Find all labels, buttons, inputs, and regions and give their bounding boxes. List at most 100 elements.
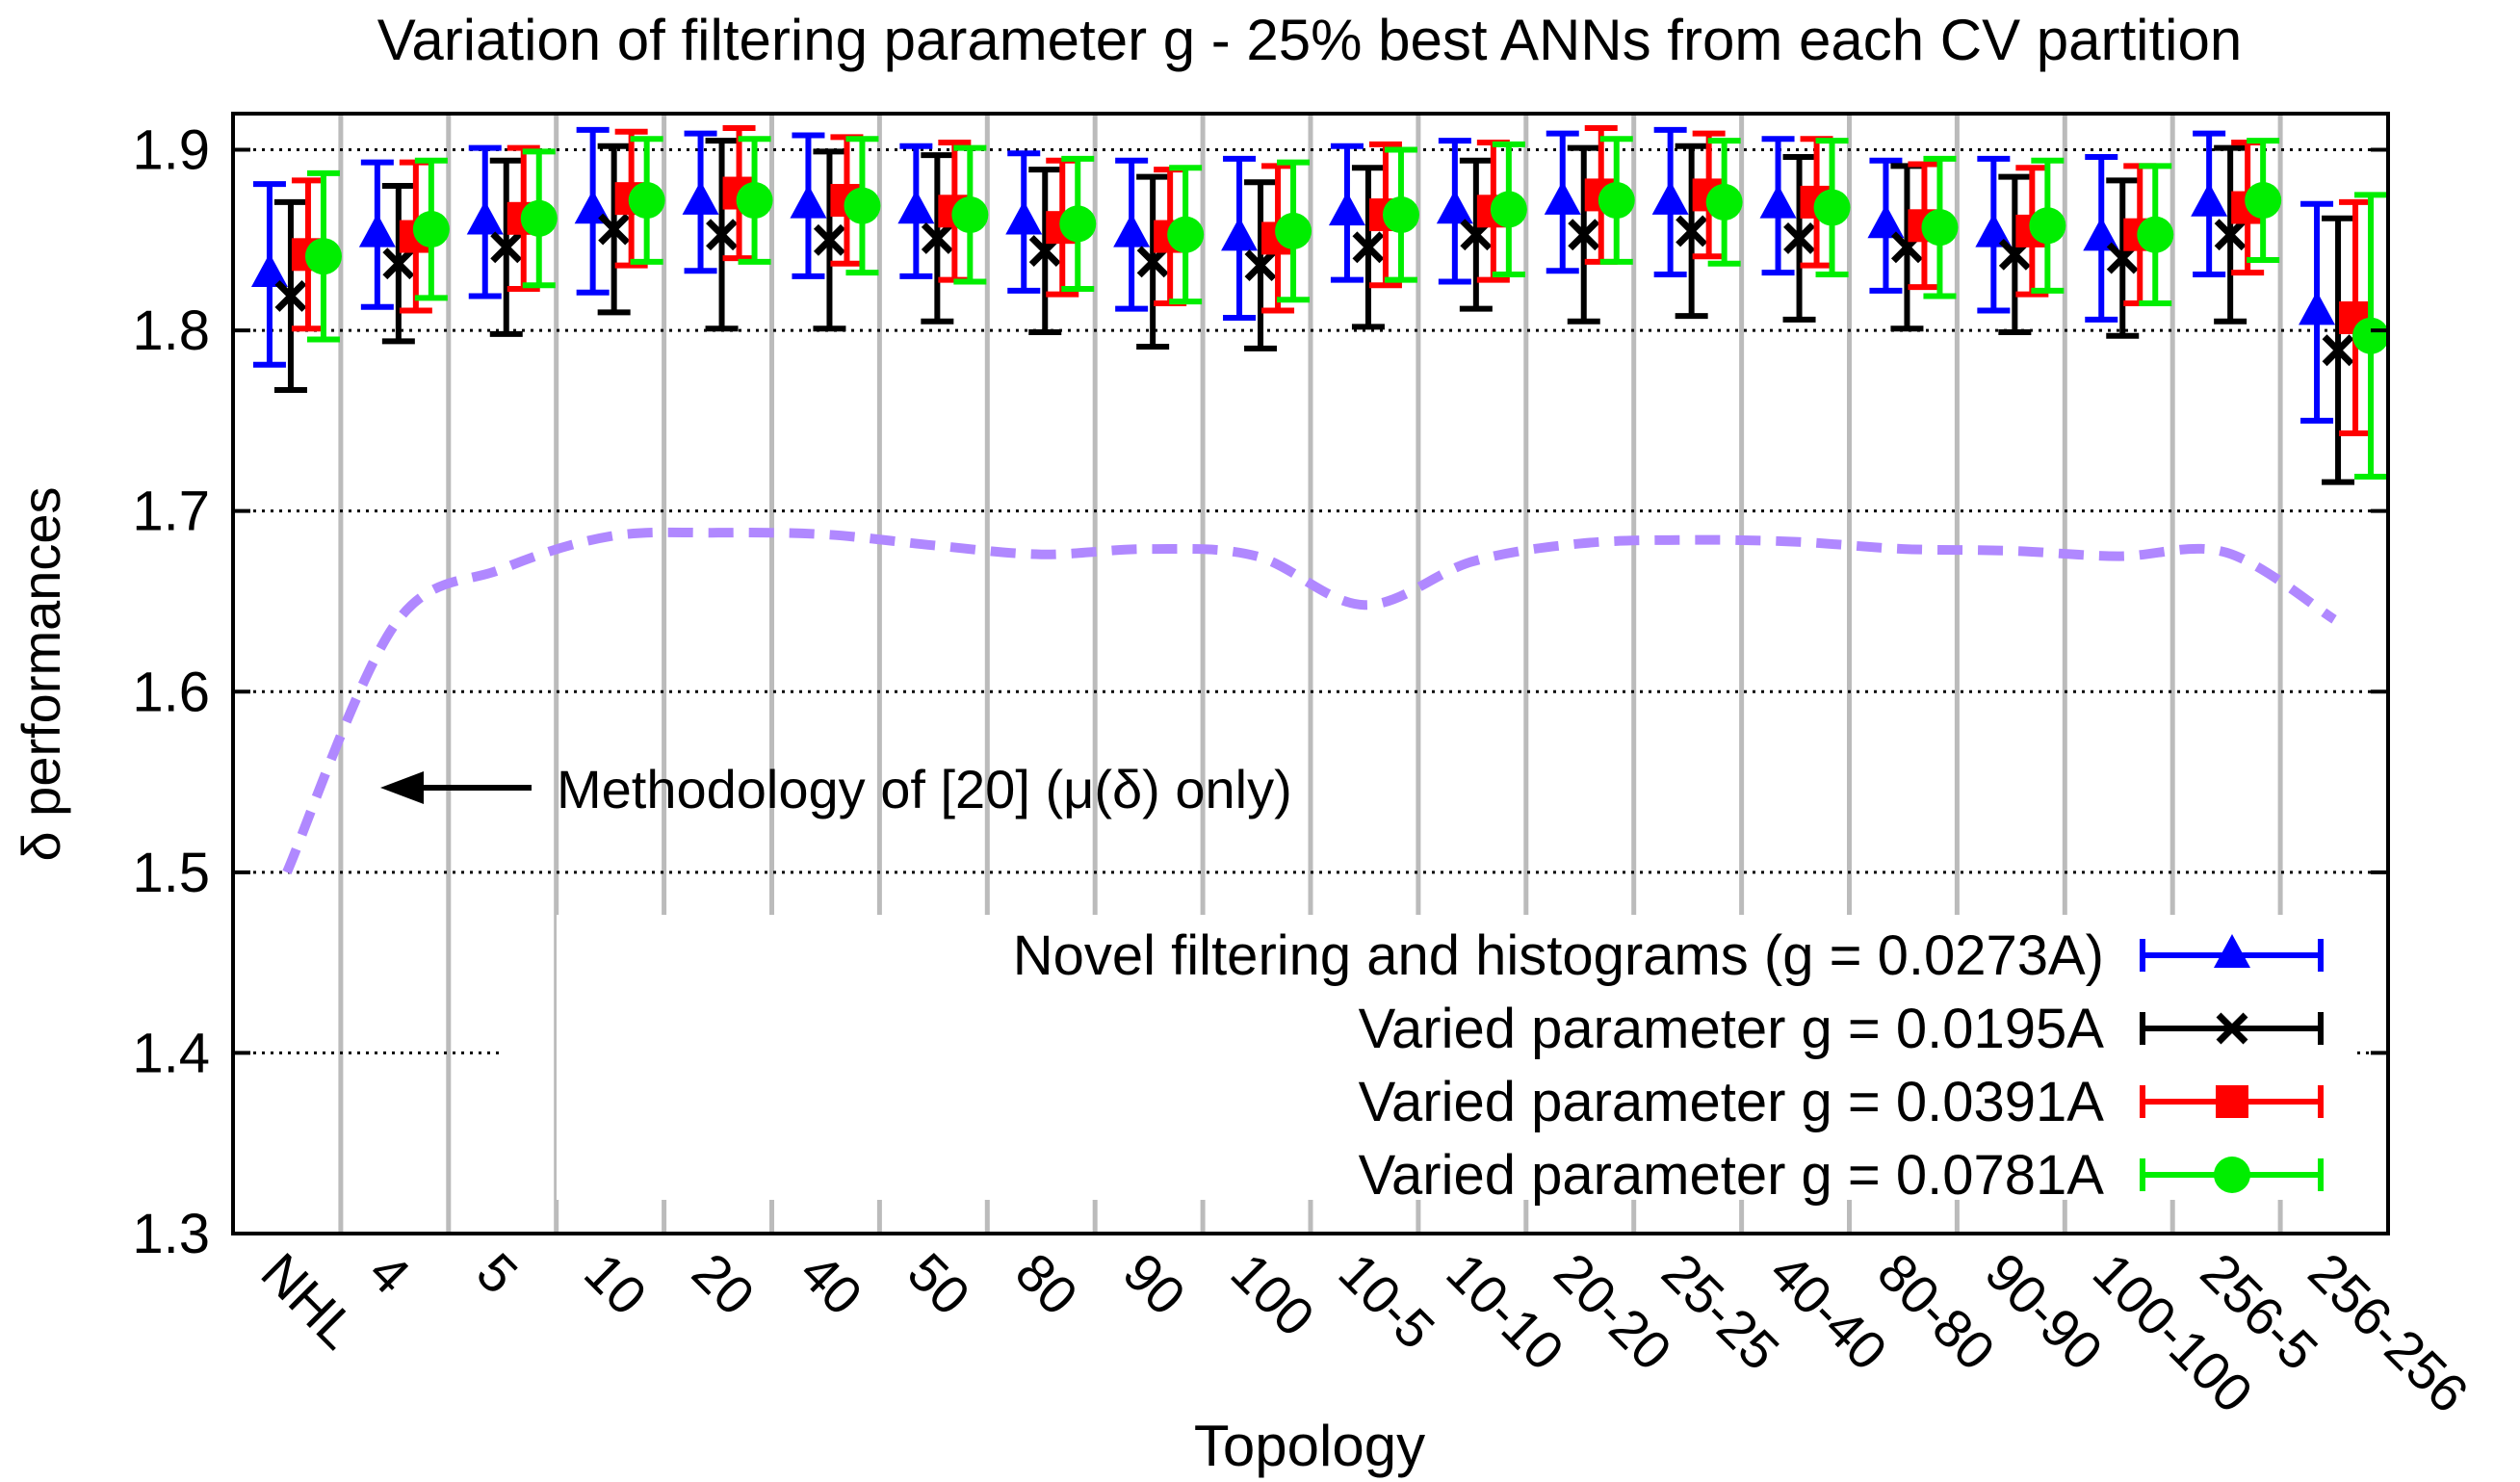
data-point	[466, 200, 504, 235]
data-point	[2352, 317, 2390, 354]
data-point	[813, 223, 845, 256]
data-point	[1059, 205, 1097, 243]
data-point	[706, 219, 739, 251]
chart-title: Variation of filtering parameter g - 25%…	[377, 8, 2242, 72]
x-tick-label: 40-40	[1758, 1241, 1899, 1382]
annotation-text: Methodology of [20] (μ(δ) only)	[557, 759, 1292, 819]
data-point	[1598, 182, 1635, 220]
data-point	[897, 190, 935, 224]
data-point	[1783, 221, 1816, 254]
annotation: Methodology of [20] (μ(δ) only)	[380, 759, 1292, 819]
data-point	[1921, 209, 1959, 247]
data-point	[2083, 217, 2120, 251]
x-tick-label: NHL	[249, 1241, 369, 1361]
x-axis-label: Topology	[1194, 1414, 1425, 1478]
y-axis-label: δ performances	[11, 486, 71, 861]
cross-stroke	[1783, 221, 1816, 254]
data-point	[1113, 213, 1151, 247]
x-tick-label: 90	[1112, 1241, 1198, 1327]
data-point	[844, 187, 881, 224]
data-point	[2214, 219, 2247, 251]
data-point	[2137, 216, 2174, 253]
data-point	[1813, 189, 1851, 226]
data-point	[1436, 190, 1473, 224]
data-point	[250, 252, 288, 287]
cross-stroke	[706, 219, 739, 251]
legend-background	[557, 915, 2377, 1200]
x-tick-label: 40	[789, 1241, 874, 1327]
legend-label: Varied parameter g = 0.0391A	[1359, 1071, 2105, 1133]
grid-layer	[245, 114, 2378, 1234]
x-tick-label: 25-25	[1650, 1241, 1791, 1382]
cross-stroke	[2214, 219, 2247, 251]
y-tick-label: 1.4	[132, 1022, 210, 1084]
series-layer	[250, 125, 2390, 485]
x-tick-label: 20-20	[1543, 1241, 1683, 1382]
data-point	[358, 213, 396, 247]
cross-stroke	[598, 213, 631, 246]
data-point	[736, 182, 773, 220]
y-axis-ticks: 1.3 1.4 1.5 1.6 1.7 1.8 1.9	[132, 119, 2388, 1265]
data-point	[1676, 215, 1708, 247]
legend: Novel filtering and histograms (g = 0.02…	[1013, 924, 2324, 1207]
cross-stroke	[1568, 219, 1600, 251]
data-point	[412, 211, 450, 248]
y-tick-label: 1.5	[132, 842, 210, 904]
cross-stroke	[274, 279, 307, 312]
plot-frame	[231, 112, 2390, 1235]
legend-marker	[2214, 934, 2250, 968]
x-tick-label: 4	[357, 1241, 422, 1306]
y-tick-label: 1.8	[132, 299, 210, 362]
cross-stroke	[813, 223, 845, 256]
y-tick-label: 1.6	[132, 661, 210, 723]
data-point	[2191, 182, 2228, 217]
data-point	[1544, 180, 1581, 215]
data-point	[1352, 231, 1385, 264]
legend-label: Novel filtering and histograms (g = 0.02…	[1013, 924, 2104, 987]
legend-label: Varied parameter g = 0.0195A	[1359, 998, 2105, 1060]
data-point	[790, 184, 827, 219]
data-point	[274, 279, 307, 312]
cross-stroke	[1244, 249, 1277, 282]
series-1	[250, 126, 2336, 424]
cross-stroke	[1676, 215, 1708, 247]
data-point	[1382, 196, 1419, 234]
data-point	[1759, 184, 1797, 219]
x-tick-label: 90-90	[1974, 1241, 2115, 1382]
x-tick-label: 10	[573, 1241, 659, 1327]
legend-marker	[2214, 1157, 2250, 1193]
x-tick-label: 10-5	[1327, 1241, 1446, 1361]
data-point	[2299, 291, 2336, 325]
series-2	[273, 138, 2355, 485]
x-tick-label: 5	[465, 1241, 530, 1306]
data-point	[1005, 200, 1043, 235]
reference-line-layer	[282, 527, 2337, 874]
data-point	[2029, 207, 2066, 245]
x-tick-label: 20	[681, 1241, 766, 1327]
data-point	[520, 199, 558, 237]
y-tick-label: 1.3	[132, 1203, 210, 1265]
x-tick-label: 50	[896, 1241, 982, 1327]
legend-marker	[2216, 1085, 2248, 1118]
cross-stroke	[1352, 231, 1385, 264]
x-tick-label: 80	[1004, 1241, 1090, 1327]
data-point	[1867, 204, 1905, 239]
cross-stroke	[382, 247, 415, 280]
cross-stroke	[2216, 1012, 2248, 1045]
series-4	[304, 136, 2390, 481]
y-tick-label: 1.9	[132, 119, 210, 182]
legend-marker	[2216, 1012, 2248, 1045]
data-point	[1568, 219, 1600, 251]
cross-stroke	[2322, 334, 2354, 367]
data-point	[1244, 249, 1277, 282]
data-point	[490, 231, 523, 264]
data-point	[1975, 213, 2013, 247]
data-point	[1275, 212, 1312, 249]
data-point	[1167, 216, 1205, 253]
x-tick-label: 100	[1220, 1241, 1327, 1348]
data-point	[951, 196, 989, 234]
data-point	[304, 238, 342, 275]
data-point	[2322, 334, 2354, 367]
y-tick-label: 1.7	[132, 481, 210, 543]
